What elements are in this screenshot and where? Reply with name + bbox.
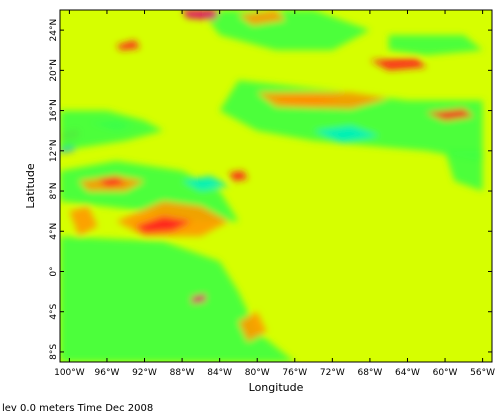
field-feature-atlantic-red-north — [369, 58, 427, 71]
x-tick-label: 72°W — [320, 368, 345, 378]
x-tick-label: 60°W — [433, 368, 458, 378]
x-tick-label: 56°W — [470, 368, 495, 378]
footer-caption: lev 0.0 meters Time Dec 2008 — [2, 403, 153, 414]
x-tick-label: 88°W — [170, 368, 195, 378]
y-axis-ticks: 24°N 20°N 16°N 12°N 8°N 4°N 0° 4°S 8°S — [49, 19, 492, 360]
y-tick-label: 4°S — [49, 303, 59, 319]
field-feature-pacific-green-band — [60, 236, 295, 362]
y-tick-label: 16°N — [49, 99, 59, 122]
plot-frame — [59, 9, 493, 363]
field-feature-atlantic-green-north — [388, 35, 483, 56]
field-feature-pacific-red-1 — [135, 216, 192, 234]
y-tick-label: 0° — [49, 266, 59, 276]
field-feature-gulf-magenta — [182, 10, 220, 21]
y-tick-label: 8°N — [49, 183, 59, 200]
x-tick-label: 68°W — [357, 368, 382, 378]
x-axis-ticks: 100°W 96°W 92°W 88°W 84°W 80°W 76°W 72°W 68°W 64°… — [54, 10, 495, 378]
field-feature-panama-red — [229, 170, 248, 181]
field-feature-atlantic-green-east — [445, 150, 483, 191]
field-feature-pacific-green-coast — [60, 110, 164, 151]
field-feature-pacific-orange-3 — [69, 206, 98, 237]
field-feature-pacific-red-2 — [97, 175, 126, 187]
field-features — [60, 10, 483, 362]
field-feature-gulf-orange — [238, 10, 286, 26]
field-feature-pacific-orange-south — [238, 311, 267, 342]
x-tick-label: 76°W — [282, 368, 307, 378]
field-feature-caribbean-orange-band — [257, 92, 389, 109]
x-tick-label: 80°W — [245, 368, 270, 378]
x-tick-label: 100°W — [54, 368, 85, 378]
y-tick-label: 4°N — [49, 223, 59, 240]
y-tick-label: 20°N — [49, 59, 59, 82]
field-feature-gulf-red — [116, 40, 140, 51]
field-feature-pacific-magenta-south — [191, 293, 206, 304]
plot-area — [60, 10, 492, 362]
x-tick-label: 64°W — [395, 368, 420, 378]
x-axis-title: Longitude — [249, 381, 304, 394]
x-tick-label: 84°W — [207, 368, 232, 378]
y-tick-label: 12°N — [49, 139, 59, 162]
y-tick-label: 24°N — [49, 19, 59, 42]
y-axis-title: Latitude — [24, 163, 37, 209]
field-feature-gulf-green — [200, 10, 370, 51]
field-feature-pacific-cyan-1 — [182, 175, 229, 191]
field-feature-caribbean-cyan — [313, 125, 380, 143]
x-tick-label: 92°W — [132, 368, 157, 378]
y-tick-label: 8°S — [49, 344, 59, 360]
x-tick-label: 96°W — [95, 368, 120, 378]
field-feature-caribbean-red-east — [426, 108, 474, 121]
